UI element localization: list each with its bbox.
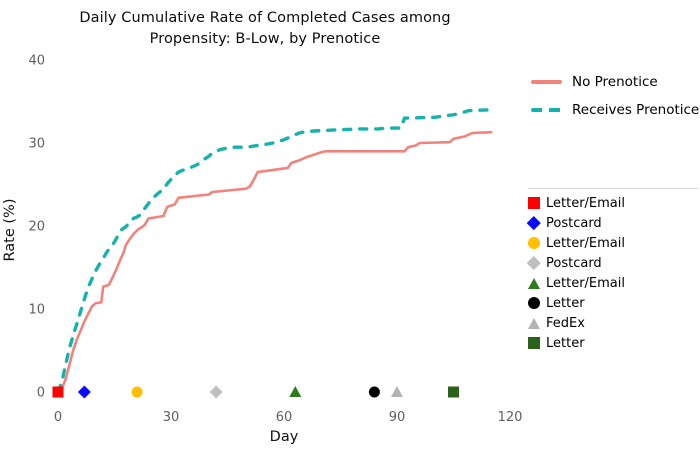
x-tick-label: 60 bbox=[276, 410, 293, 425]
yellow-circle-icon bbox=[528, 237, 540, 249]
mailing-legend-row: Letter/Email bbox=[528, 273, 698, 293]
square-event-marker bbox=[448, 386, 459, 398]
chart-title-line2: Propensity: B-Low, by Prenotice bbox=[149, 31, 381, 47]
series-legend: No Prenotice Receives Prenotice bbox=[531, 68, 699, 124]
mailing-label: Postcard bbox=[546, 215, 602, 231]
gray-diamond-icon bbox=[527, 256, 541, 270]
series-line-no-prenotice bbox=[56, 130, 493, 394]
mailing-legend-row: FedEx bbox=[528, 313, 698, 333]
dashed-line-swatch bbox=[531, 107, 562, 113]
mailing-legend-row: Letter bbox=[528, 333, 698, 353]
red-square-icon bbox=[528, 197, 540, 209]
x-axis-title: Day bbox=[270, 429, 299, 445]
x-tick-label: 30 bbox=[163, 410, 180, 425]
circle-event-marker bbox=[131, 386, 143, 398]
y-tick-label: 40 bbox=[28, 54, 45, 69]
green-triangle-icon bbox=[528, 277, 540, 289]
mailing-label: Letter/Email bbox=[546, 235, 625, 251]
mailing-legend-row: Postcard bbox=[527, 213, 698, 233]
legend-item-no-prenotice: No Prenotice bbox=[531, 68, 699, 96]
mailing-legend-row: Letter bbox=[528, 293, 698, 313]
circle-event-marker bbox=[368, 386, 380, 398]
mailing-label: Letter bbox=[546, 335, 585, 351]
dark-green-square-icon bbox=[528, 337, 540, 349]
mailing-label: Letter/Email bbox=[546, 275, 625, 291]
mailing-label: Letter/Email bbox=[546, 195, 625, 211]
mailing-legend-row: Letter/Email bbox=[528, 193, 698, 213]
legend-label: Receives Prenotice bbox=[572, 102, 700, 118]
x-tick-label: 0 bbox=[54, 410, 62, 425]
chart-title-line1: Daily Cumulative Rate of Completed Cases… bbox=[79, 10, 451, 26]
x-tick-label: 90 bbox=[389, 410, 406, 425]
mailing-label: FedEx bbox=[546, 315, 585, 331]
x-tick-label: 120 bbox=[498, 410, 523, 425]
legend-label: No Prenotice bbox=[572, 74, 658, 90]
y-tick-label: 20 bbox=[28, 220, 45, 235]
mailing-label: Letter bbox=[546, 295, 585, 311]
mailing-label: Postcard bbox=[546, 255, 602, 271]
triangle-event-marker bbox=[289, 386, 302, 397]
black-circle-icon bbox=[528, 297, 540, 309]
mailing-legend: Letter/Email Postcard Letter/Email Postc… bbox=[527, 188, 698, 353]
y-tick-label: 30 bbox=[28, 137, 45, 152]
mailing-legend-row: Letter/Email bbox=[528, 233, 698, 253]
y-tick-label: 10 bbox=[28, 303, 45, 318]
triangle-event-marker bbox=[391, 386, 403, 397]
solid-line-swatch bbox=[531, 80, 562, 84]
mailing-legend-row: Postcard bbox=[527, 253, 698, 273]
gray-triangle-icon bbox=[528, 317, 540, 329]
y-axis-title: Rate (%) bbox=[2, 199, 18, 262]
diamond-event-marker bbox=[77, 385, 91, 399]
legend-item-receives-prenotice: Receives Prenotice bbox=[531, 96, 699, 124]
y-tick-label: 0 bbox=[37, 386, 45, 401]
diamond-event-marker bbox=[209, 385, 223, 399]
series-line-receives-prenotice bbox=[56, 108, 493, 394]
chart-title: Daily Cumulative Rate of Completed Cases… bbox=[0, 8, 530, 50]
blue-diamond-icon bbox=[527, 216, 541, 230]
square-event-marker bbox=[52, 386, 64, 398]
